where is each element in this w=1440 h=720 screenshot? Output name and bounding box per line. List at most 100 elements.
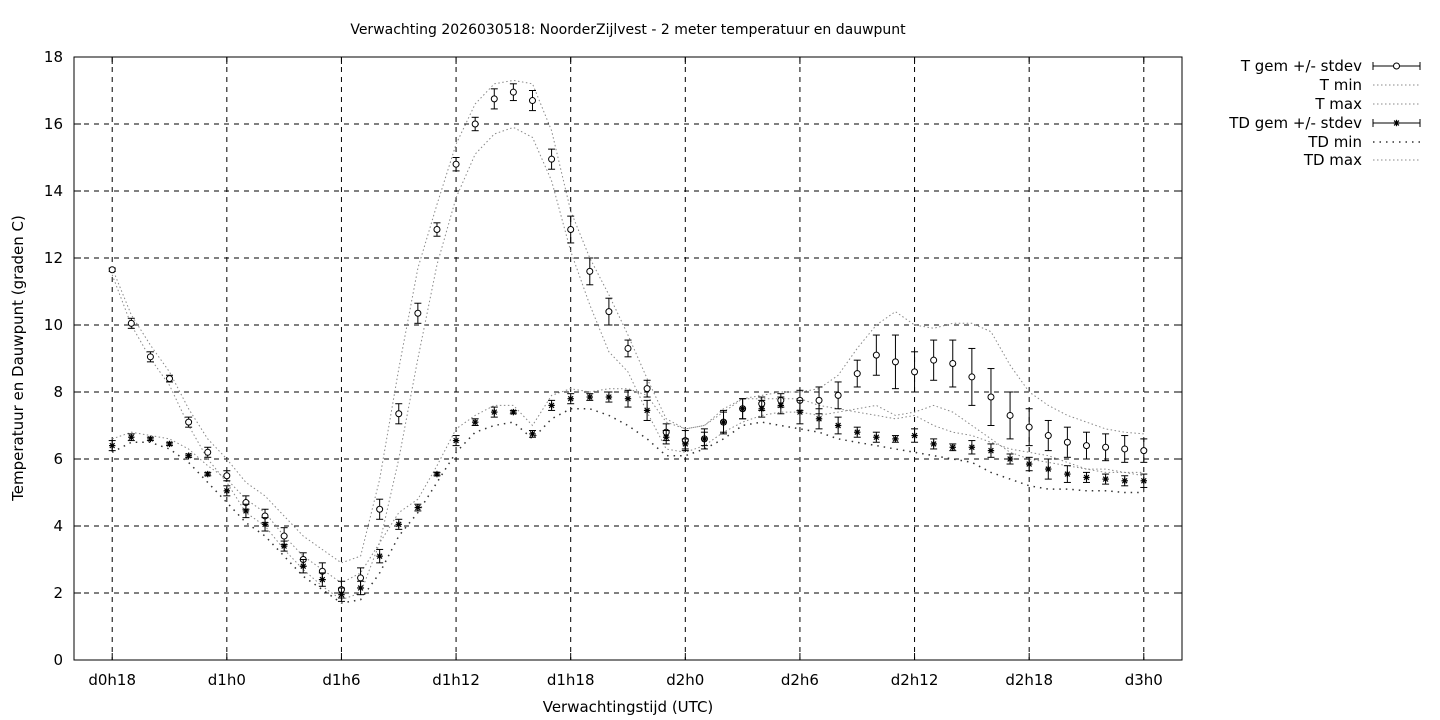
t-point <box>1044 432 1052 440</box>
t-point <box>624 344 632 352</box>
y-tick-label: 0 <box>53 651 63 669</box>
td-point <box>338 591 345 598</box>
td-point <box>605 393 613 401</box>
t-point <box>452 160 460 168</box>
t-max-line <box>111 79 1144 564</box>
td-point <box>319 576 326 583</box>
td-point <box>185 452 192 459</box>
y-tick-label: 16 <box>44 115 63 133</box>
t-point <box>127 319 135 327</box>
td-point <box>643 407 651 414</box>
td-point <box>854 429 861 436</box>
t-point <box>834 391 842 399</box>
td-point <box>586 393 593 401</box>
td-point <box>471 418 479 426</box>
td-point <box>452 437 460 444</box>
legend-entry: TD min <box>1307 133 1420 151</box>
t-point <box>280 532 288 540</box>
t-point <box>1006 411 1014 419</box>
legend-label: TD min <box>1307 133 1362 151</box>
t-point <box>872 351 880 359</box>
t-point <box>815 396 823 404</box>
t-point <box>376 505 384 513</box>
td-point <box>204 470 211 478</box>
td-point <box>510 408 517 416</box>
td-point <box>796 408 804 416</box>
t-point <box>528 97 536 105</box>
y-tick-label: 4 <box>53 517 63 535</box>
y-tick-label: 8 <box>53 383 63 401</box>
t-point <box>987 393 995 401</box>
t-point <box>548 155 556 163</box>
td-point <box>300 563 307 570</box>
x-tick-label: d0h18 <box>88 671 136 689</box>
t-point <box>605 308 613 316</box>
td-point <box>624 395 632 402</box>
y-tick-label: 18 <box>44 48 63 66</box>
td-min-line <box>111 408 1144 604</box>
td-point <box>1006 455 1014 463</box>
t-point <box>185 418 193 426</box>
t-point <box>509 88 517 96</box>
t-point <box>414 309 422 317</box>
td-point <box>911 432 918 439</box>
t-point <box>930 356 938 364</box>
plot-frame <box>73 56 1183 661</box>
t-point <box>433 226 441 234</box>
t-point <box>968 373 976 381</box>
td-point <box>109 442 116 449</box>
series-layer <box>108 79 1148 604</box>
td-point <box>376 552 383 560</box>
td-point <box>414 504 422 511</box>
x-tick-label: d3h0 <box>1125 671 1163 689</box>
t-point <box>586 267 594 275</box>
td-point <box>491 408 498 416</box>
td-point <box>987 447 995 454</box>
t-gem-series <box>108 83 1148 599</box>
x-tick-label: d1h12 <box>432 671 480 689</box>
td-point <box>1393 119 1400 127</box>
legend-entry: T gem +/- stdev <box>1240 57 1421 75</box>
legend-entry: T min <box>1319 76 1420 94</box>
td-point <box>529 430 536 438</box>
t-point <box>1121 445 1129 453</box>
td-point <box>815 415 823 422</box>
t-point <box>1063 438 1071 446</box>
td-point <box>261 521 269 528</box>
x-tick-label: d2h0 <box>666 671 704 689</box>
td-point <box>834 422 842 429</box>
x-tick-label: d1h18 <box>547 671 595 689</box>
t-point <box>567 226 575 234</box>
td-point <box>433 470 441 478</box>
t-min-line <box>111 126 1144 601</box>
t-point <box>891 358 899 366</box>
t-point <box>853 370 861 378</box>
y-tick-label: 6 <box>53 450 63 468</box>
y-axis: 0 2 4 6 8 10 12 14 16 18 <box>44 48 1182 669</box>
x-tick-label: d1h0 <box>208 671 246 689</box>
t-point <box>949 360 957 368</box>
td-point <box>280 542 288 550</box>
legend-entry: T max <box>1314 95 1420 113</box>
legend-entry: TD gem +/- stdev <box>1228 114 1421 132</box>
legend-marker <box>1393 62 1400 70</box>
legend-label: T min <box>1319 76 1362 94</box>
t-point <box>146 353 154 361</box>
td-point <box>968 444 976 451</box>
t-point <box>911 368 919 376</box>
x-axis: d0h18 d1h0 d1h6 d1h12 d1h18 d2h0 d2h6 d2h12 d2h1… <box>88 57 1163 689</box>
y-axis-label: Temperatuur en Dauwpunt (graden C) <box>9 215 27 502</box>
t-point <box>108 266 116 274</box>
t-point <box>1082 442 1090 450</box>
td-point <box>1140 477 1147 484</box>
td-point <box>1045 465 1052 473</box>
x-tick-label: d2h6 <box>781 671 819 689</box>
td-point <box>357 584 364 592</box>
legend-label: T gem +/- stdev <box>1240 57 1362 75</box>
grid <box>74 57 1182 660</box>
t-point <box>490 95 498 103</box>
t-point <box>357 574 365 582</box>
t-point <box>223 472 231 480</box>
td-point <box>892 435 899 443</box>
